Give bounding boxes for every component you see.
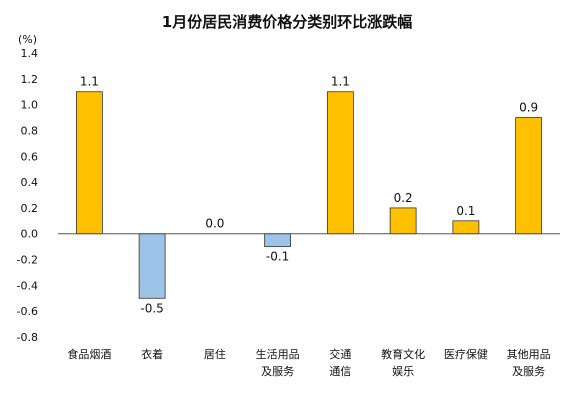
x-category-label: 通信 [329,365,351,378]
data-label: 0.9 [519,101,538,115]
y-tick-label: 0.6 [21,150,39,163]
bar-8 [515,117,543,235]
bar-5 [326,91,354,235]
bar-1 [75,91,103,235]
x-category-label: 衣着 [141,347,163,361]
y-tick-label: 0.4 [21,176,39,189]
data-label: 0.2 [394,191,413,205]
x-category-label: 医疗保健 [444,347,488,361]
x-category-label: 娱乐 [392,364,414,378]
x-category-label: 其他用品 [507,348,551,361]
data-label: -0.1 [266,250,289,264]
y-axis-unit: (%) [18,33,37,46]
data-label: 1.1 [331,75,350,89]
data-label: -0.5 [140,301,163,315]
data-label: 0.1 [456,204,475,218]
bar-2 [138,233,166,299]
y-tick-label: -0.6 [17,305,38,318]
x-category-label: 食品烟酒 [67,347,111,361]
y-tick-label: 0.2 [21,202,39,215]
x-category-label: 教育文化 [381,347,425,361]
y-tick-label: 0.8 [21,124,39,137]
bar-6 [389,207,417,235]
x-category-label: 生活用品 [256,347,300,361]
y-tick-label: 1.2 [21,73,39,86]
y-tick-label: 0.0 [21,228,39,241]
y-tick-label: -0.8 [17,331,38,344]
y-tick-label: -0.4 [17,279,38,292]
y-tick-label: 1.4 [21,47,39,60]
chart-title: 1月份居民消费价格分类别环比涨跌幅 [162,13,412,31]
x-category-label: 交通 [329,347,351,361]
x-category-label: 及服务 [261,365,294,378]
y-tick-label: -0.2 [17,254,38,267]
data-label: 1.1 [80,75,99,89]
x-category-label: 及服务 [512,365,545,378]
data-label: 0.0 [205,217,224,231]
y-tick-label: 1.0 [21,99,39,112]
bar-7 [452,220,480,235]
x-category-label: 居住 [204,347,226,361]
bar-4 [264,233,292,248]
